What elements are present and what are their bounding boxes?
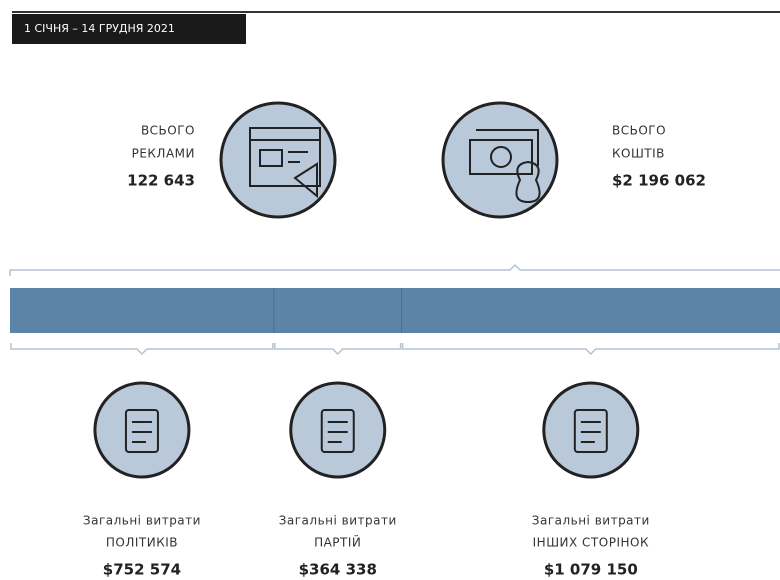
segment-icon-glyph bbox=[573, 409, 608, 453]
total-label: КОШТІВ bbox=[612, 147, 665, 161]
segment-label: ПАРТІЙ bbox=[314, 535, 361, 550]
segment-icon-glyph bbox=[320, 409, 355, 453]
segment-brace bbox=[274, 343, 402, 356]
segment-icon-glyph bbox=[124, 409, 159, 453]
date-banner bbox=[12, 14, 246, 44]
ads-icon bbox=[219, 101, 337, 219]
segment-icon bbox=[542, 381, 640, 479]
bar-segment bbox=[10, 288, 274, 333]
bar-segment bbox=[401, 288, 780, 333]
segment-brace bbox=[401, 343, 780, 356]
ads-label: РЕКЛАМИ bbox=[132, 147, 195, 161]
segment-brace bbox=[10, 343, 274, 356]
segment-icon bbox=[93, 381, 191, 479]
ads-value: 122 643 bbox=[127, 172, 195, 190]
segment-value: $752 574 bbox=[103, 561, 181, 579]
total-label: ВСЬОГО bbox=[612, 124, 666, 138]
segment-label: ПОЛІТИКІВ bbox=[106, 536, 178, 550]
total-brace bbox=[9, 263, 780, 276]
segment-value: $1 079 150 bbox=[544, 561, 638, 579]
segment-icon bbox=[289, 381, 387, 479]
ads-label: ВСЬОГО bbox=[141, 124, 195, 138]
segment-label: Загальні витрати bbox=[279, 514, 397, 528]
bar-segment bbox=[273, 288, 402, 333]
segment-value: $364 338 bbox=[299, 561, 377, 579]
segment-label: ІНШИХ СТОРІНОК bbox=[533, 536, 649, 550]
period: 1 СІЧНЯ – 14 ГРУДНЯ 2021 bbox=[24, 22, 175, 35]
segment-label: Загальні витрати bbox=[532, 514, 650, 528]
money-icon bbox=[441, 101, 559, 219]
segment-label: Загальні витрати bbox=[83, 514, 201, 528]
total-value: $2 196 062 bbox=[612, 172, 706, 190]
